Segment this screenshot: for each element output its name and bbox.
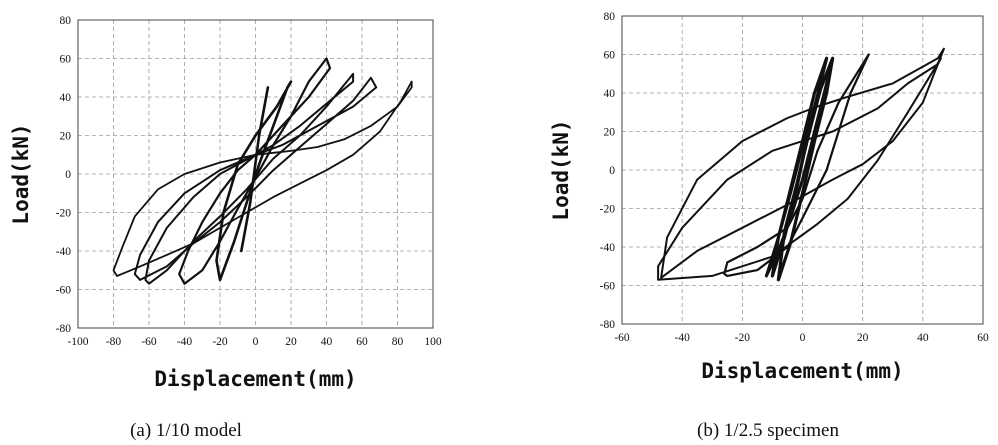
y-tick-label: -40 <box>56 246 72 258</box>
x-axis-label: Displacement(mm) <box>701 359 903 383</box>
chart-1-10-model: -100 -80 -60 -40 -20 0 20 40 60 80 100-80-60-40-20… <box>9 15 442 441</box>
x-tick-label: 0 <box>800 332 806 344</box>
x-tick-label: -80 <box>106 336 122 348</box>
x-tick-label: 20 <box>285 336 297 348</box>
y-tick-label: 40 <box>604 88 616 100</box>
y-tick-label: -80 <box>56 323 72 335</box>
x-tick-label: -40 <box>177 336 193 348</box>
plot-frame <box>77 19 434 329</box>
y-tick-label: -80 <box>600 319 616 331</box>
x-tick-label: 100 <box>424 336 442 348</box>
x-tick-label: 20 <box>857 332 869 344</box>
plot-frame <box>621 15 984 325</box>
y-tick-label: -60 <box>600 281 616 293</box>
x-tick-label: -40 <box>674 332 690 344</box>
y-tick-label: 0 <box>609 165 615 177</box>
y-tick-label: 20 <box>60 131 72 143</box>
hysteresis-loop-5 <box>657 57 942 281</box>
x-tick-label: 60 <box>977 332 989 344</box>
y-tick-label: 60 <box>604 50 616 62</box>
y-axis-label: Load(kN) <box>9 123 33 224</box>
x-tick-label: 40 <box>917 332 929 344</box>
hysteresis-loop-4 <box>144 72 355 285</box>
figure-caption: (b) 1/2.5 specimen <box>697 420 839 441</box>
x-tick-label: 60 <box>356 336 368 348</box>
y-tick-label: -60 <box>56 285 72 297</box>
x-tick-label: 80 <box>392 336 404 348</box>
y-tick-label: 0 <box>65 169 71 181</box>
x-tick-label: 40 <box>321 336 333 348</box>
hysteresis-loop-6 <box>660 47 945 279</box>
hysteresis-loop-5 <box>133 76 378 281</box>
hysteresis-loop-6 <box>112 80 413 277</box>
y-tick-label: 80 <box>60 15 72 27</box>
y-tick-label: -20 <box>56 208 72 220</box>
x-axis-label: Displacement(mm) <box>154 367 356 391</box>
hysteresis-loop-4 <box>723 53 870 277</box>
y-tick-label: 80 <box>604 11 616 23</box>
y-tick-label: -20 <box>600 204 616 216</box>
y-tick-label: 20 <box>604 127 616 139</box>
x-tick-label: -20 <box>735 332 751 344</box>
x-tick-label: -60 <box>141 336 157 348</box>
y-tick-label: 60 <box>60 54 72 66</box>
x-tick-label: 0 <box>253 336 259 348</box>
y-tick-label: -40 <box>600 242 616 254</box>
x-tick-label: -100 <box>67 336 88 348</box>
chart-1-2-5-specimen: -60 -40 -20 0 20 40 60-80-60-40-20020406080Dis… <box>549 11 989 441</box>
figure-caption: (a) 1/10 model <box>130 420 242 441</box>
y-tick-label: 40 <box>60 92 72 104</box>
hysteresis-loop-1 <box>240 86 270 253</box>
x-tick-label: -20 <box>212 336 228 348</box>
x-tick-label: -60 <box>614 332 630 344</box>
y-axis-label: Load(kN) <box>549 119 573 220</box>
